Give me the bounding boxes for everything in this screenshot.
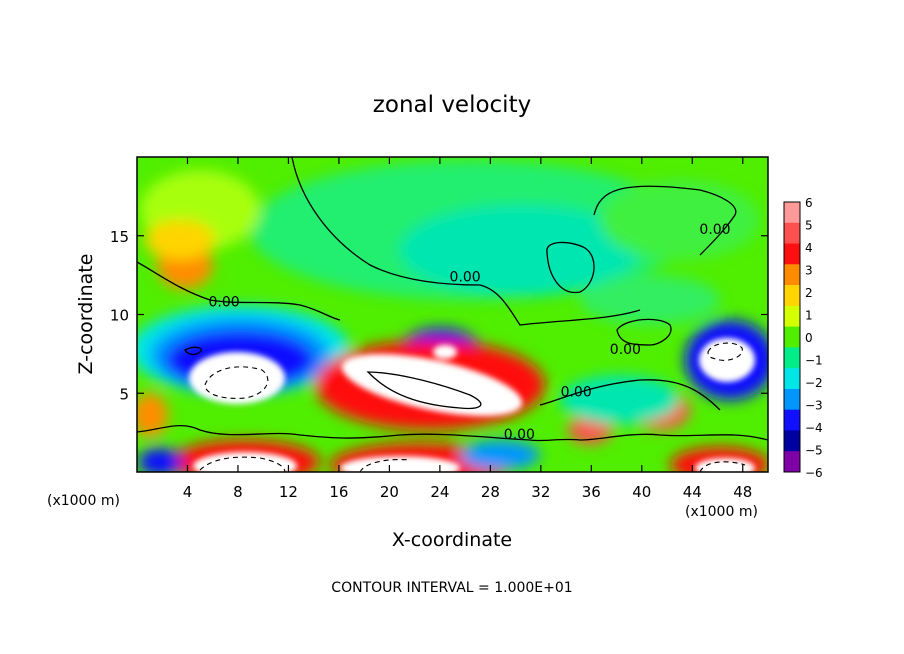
colorbar-swatch xyxy=(784,368,800,390)
x-axis-label: X-coordinate xyxy=(392,529,512,551)
colorbar-label: −6 xyxy=(805,466,823,480)
colorbar-label: 0 xyxy=(805,331,813,345)
colorbar-swatch xyxy=(784,347,800,369)
colorbar-label: −2 xyxy=(805,376,823,390)
colorbar-label: 4 xyxy=(805,241,813,255)
x-tick-label: 44 xyxy=(683,483,702,501)
x-tick-label: 32 xyxy=(531,483,550,501)
colorbar-swatch xyxy=(784,326,800,348)
contour-label: 0.00 xyxy=(699,222,730,238)
colorbar-label: −5 xyxy=(805,444,823,458)
colorbar-swatch xyxy=(784,202,800,224)
y-tick-label: 15 xyxy=(110,228,129,246)
colorbar-swatch xyxy=(784,285,800,307)
colorbar-label: 6 xyxy=(805,196,813,210)
colorbar-swatch xyxy=(784,430,800,452)
colorbar-swatch xyxy=(784,388,800,411)
contour-label: 0.00 xyxy=(208,295,239,311)
x-tick-label: 28 xyxy=(481,483,500,501)
colorbar-label: −1 xyxy=(805,354,823,368)
x-tick-label: 36 xyxy=(582,483,601,501)
colorbar-label: −4 xyxy=(805,421,823,435)
y-axis: 5 10 15 xyxy=(110,228,768,403)
velocity-field xyxy=(137,157,768,472)
y-axis-label: Z-coordinate xyxy=(75,254,97,375)
x-tick-label: 12 xyxy=(279,483,298,501)
contour-label: 0.00 xyxy=(504,427,535,443)
colorbar-swatch xyxy=(784,451,800,473)
x-tick-label: 40 xyxy=(632,483,651,501)
contour-label: 0.00 xyxy=(450,269,481,285)
contour-interval-note: CONTOUR INTERVAL = 1.000E+01 xyxy=(331,580,572,596)
x-tick-label: 48 xyxy=(733,483,752,501)
colorbar-swatch xyxy=(784,222,800,245)
x-axis-unit: (x1000 m) xyxy=(685,504,758,520)
x-axis: 4 8 12 16 20 24 28 32 36 40 44 48 xyxy=(183,157,752,501)
chart-title: zonal velocity xyxy=(373,92,531,118)
x-tick-label: 16 xyxy=(329,483,348,501)
colorbar-frame xyxy=(783,201,801,473)
colorbar: 6 5 4 3 2 1 0 −1 −2 −3 −4 −5 −6 xyxy=(783,196,823,480)
x-tick-label: 4 xyxy=(183,483,193,501)
y-tick-label: 10 xyxy=(110,307,129,325)
colorbar-label: 1 xyxy=(805,309,813,323)
colorbar-swatch xyxy=(784,409,800,431)
colorbar-swatch xyxy=(784,264,800,286)
y-tick-label: 5 xyxy=(119,385,129,403)
x-tick-label: 20 xyxy=(380,483,399,501)
contour-labels: 0.00 0.00 0.00 0.00 0.00 0.00 xyxy=(208,222,730,443)
x-tick-label: 24 xyxy=(430,483,449,501)
colorbar-label: −3 xyxy=(805,399,823,413)
x-tick-label: 8 xyxy=(233,483,243,501)
colorbar-swatch xyxy=(784,243,800,265)
colorbar-label: 5 xyxy=(805,219,813,233)
colorbar-swatch xyxy=(784,305,800,328)
y-axis-unit: (x1000 m) xyxy=(47,493,120,509)
contour-label: 0.00 xyxy=(561,384,592,400)
colorbar-label: 2 xyxy=(805,286,813,300)
colorbar-label: 3 xyxy=(805,264,813,278)
contour-label: 0.00 xyxy=(610,342,641,358)
